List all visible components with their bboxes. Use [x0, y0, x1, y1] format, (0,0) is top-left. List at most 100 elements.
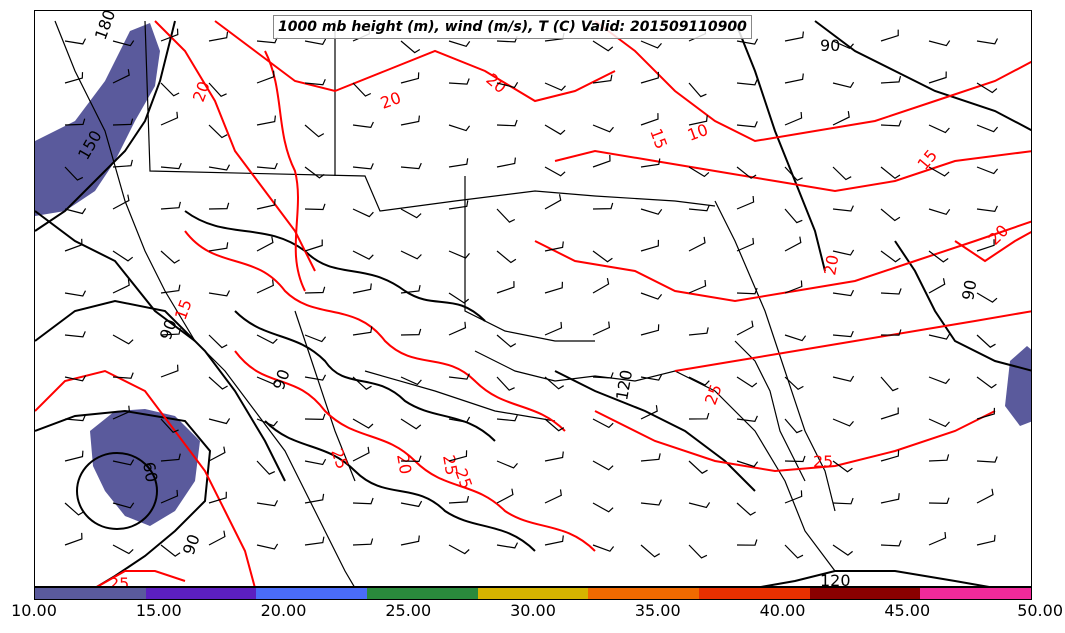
mexico-border [364, 370, 556, 422]
wind-barb [160, 82, 180, 97]
wind-barb [976, 534, 996, 546]
wind-barb [64, 166, 84, 181]
temp-label-20-f: 20 [189, 79, 214, 105]
height-contour-90-west [35, 299, 286, 482]
wind-barb [640, 374, 663, 381]
wind-barb [976, 166, 999, 175]
wind-barb [640, 292, 663, 300]
wind-barb [208, 124, 228, 139]
wind-barb [448, 78, 470, 85]
wind-barb [592, 502, 614, 513]
wind-barb [832, 249, 855, 256]
wind-barb [448, 200, 469, 210]
height-label-120: 120 [820, 571, 851, 587]
temp-contour-15-coast [264, 50, 306, 292]
gulf-coast [474, 350, 836, 572]
colorbar-segment [920, 588, 1032, 599]
wind-barb [832, 460, 853, 473]
wind-barb [832, 497, 854, 505]
wind-barb [400, 115, 420, 126]
temp-label-20-c: 20 [820, 253, 842, 276]
wind-barb [928, 71, 947, 84]
height-contour-120-south [760, 570, 990, 586]
colorbar-tick-label: 10.00 [11, 601, 57, 620]
wind-barb [976, 38, 999, 45]
wind-barb [544, 281, 563, 294]
wind-barb [784, 455, 806, 463]
wind-barb [352, 208, 374, 218]
wind-barb [928, 124, 950, 134]
temp-contour-25-southeast [674, 310, 1031, 372]
wind-barb [112, 194, 130, 210]
wind-barb [688, 327, 709, 336]
wind-barb [736, 376, 758, 388]
temp-contour-15-northeast [554, 149, 1031, 193]
wind-barb [160, 489, 179, 504]
coastline-west [54, 20, 355, 586]
wind-barb [928, 497, 950, 505]
wind-barb [976, 407, 995, 420]
wind-barb [880, 376, 899, 392]
wind-barb [784, 111, 803, 126]
temp-contour-20-central [534, 220, 1031, 303]
wind-barb [496, 488, 514, 504]
wind-barb [160, 111, 179, 126]
wind-barb [352, 497, 374, 505]
temp-label-15-c: 15 [914, 146, 942, 174]
wind-barb [448, 544, 470, 555]
wind-barb [832, 81, 855, 88]
wind-barb [880, 29, 899, 42]
wind-barb [448, 292, 470, 304]
wind-barb [928, 376, 951, 385]
wind-barb [928, 208, 951, 216]
wind-barb [976, 205, 998, 213]
wind-barb [688, 376, 710, 386]
wind-barb [112, 279, 130, 294]
height-label-90-b: 90 [179, 532, 204, 558]
wind-barb [592, 250, 613, 263]
wind-barb [400, 376, 422, 386]
wind-barb [688, 460, 708, 474]
wind-barb [112, 118, 134, 126]
wind-barb [160, 250, 180, 264]
temp-label-20-a: 20 [378, 88, 404, 113]
wind-barb [976, 292, 998, 303]
wind-barb [112, 459, 135, 466]
height-label-90-c: 90 [820, 36, 840, 55]
wind-barb [976, 124, 999, 133]
wind-barb [256, 70, 275, 84]
height-contour-60 [76, 452, 158, 530]
wind-barb [400, 328, 422, 336]
wind-barb [352, 538, 374, 546]
wind-barb [400, 535, 420, 546]
wind-barb [208, 202, 230, 210]
wind-barb [400, 40, 421, 54]
wind-barb [688, 412, 710, 420]
wind-barb [784, 73, 804, 84]
colorbar-tick-label: 25.00 [385, 601, 432, 620]
wind-barb [64, 450, 84, 462]
wind-barb [64, 208, 87, 215]
wind-barb [784, 31, 804, 42]
wind-barb [688, 204, 710, 212]
colorbar-segment [256, 588, 368, 599]
temp-contour-20-terrain-1 [184, 230, 566, 432]
wind-barb [640, 40, 662, 49]
wind-barb [208, 376, 228, 390]
wind-barb [208, 164, 231, 171]
wind-barb [256, 198, 276, 210]
wind-barb [592, 74, 613, 84]
wind-barb [640, 71, 659, 84]
wind-barb [304, 124, 325, 138]
wind-barb [832, 205, 854, 212]
temp-label-25-e: 25 [327, 446, 352, 472]
wind-barb [928, 418, 950, 428]
wind-barb [400, 500, 423, 508]
wind-barb [256, 418, 278, 427]
colorbar-tick-label: 30.00 [510, 601, 556, 620]
wind-barb [304, 334, 327, 343]
wind-barb [688, 236, 706, 252]
wind-barb [64, 72, 84, 84]
wind-barb [928, 454, 950, 462]
contour-labels: 180 150 90 60 90 120 90 90 120 90 15 20 … [74, 11, 1012, 587]
